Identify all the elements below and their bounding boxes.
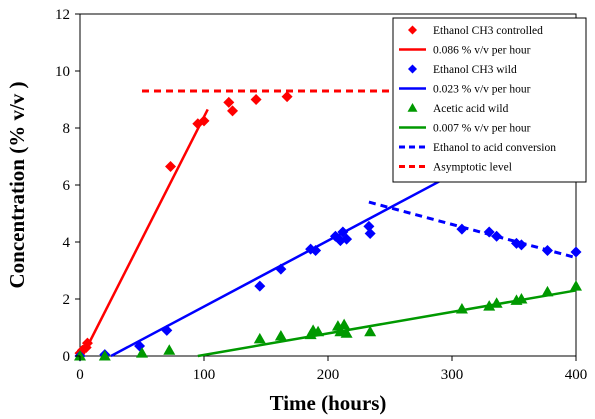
legend-label: 0.086 % v/v per hour (433, 45, 531, 57)
legend-label: 0.023 % v/v per hour (433, 84, 531, 96)
y-tick-label: 4 (63, 235, 71, 251)
legend-label: Ethanol CH3 controlled (433, 25, 543, 37)
x-tick-label: 200 (317, 367, 340, 383)
data-point (570, 280, 582, 291)
data-layer (74, 89, 582, 362)
x-tick-label: 400 (565, 367, 588, 383)
legend-symbol (408, 64, 417, 74)
data-point (491, 230, 503, 242)
data-point (338, 318, 351, 330)
legend-label: Ethanol CH3 wild (433, 64, 517, 76)
data-point (483, 226, 495, 238)
data-point (312, 325, 325, 337)
data-point (198, 115, 210, 127)
x-tick-label: 300 (441, 367, 464, 383)
data-point (98, 350, 111, 361)
legend-label: Ethanol to acid conversion (433, 142, 556, 154)
data-point (483, 300, 496, 311)
legend: Ethanol CH3 controlled 0.086 % v/v per ho… (392, 17, 587, 183)
x-tick-label: 0 (76, 367, 84, 383)
data-point (274, 330, 287, 341)
y-tick-label: 6 (63, 178, 71, 194)
data-point (223, 96, 235, 108)
data-point (250, 94, 262, 105)
y-axis-label: Concentration (% v/v ) (5, 81, 29, 288)
legend-box (392, 17, 587, 183)
data-point (310, 245, 322, 257)
legend-label: 0.007 % v/v per hour (433, 123, 531, 135)
y-tick-label: 2 (63, 292, 71, 308)
legend-symbol (407, 103, 418, 112)
data-point (165, 160, 177, 172)
data-point (364, 325, 377, 337)
data-point (254, 280, 266, 292)
data-point (275, 263, 287, 275)
data-point (74, 350, 86, 361)
y-tick-label: 0 (63, 349, 71, 365)
legend-symbol (408, 25, 417, 35)
data-point (136, 347, 148, 358)
data-point (281, 91, 293, 103)
data-point (161, 324, 173, 336)
legend-label: Acetic acid wild (433, 103, 509, 115)
y-tick-label: 8 (63, 121, 71, 137)
data-point (163, 344, 176, 355)
legend-label: Asymptotic level (433, 162, 512, 174)
data-point (341, 233, 353, 245)
data-point (455, 302, 468, 314)
data-point (364, 227, 376, 239)
y-tick-label: 12 (55, 7, 70, 23)
data-point (541, 285, 554, 297)
data-point (340, 327, 353, 338)
data-point (490, 297, 503, 308)
data-point (515, 293, 528, 304)
y-tick-label: 10 (55, 64, 70, 80)
x-axis-label: Time (hours) (270, 391, 387, 415)
data-point (570, 246, 582, 258)
axes: 0 2 4 6 8 10 12 0 100 200 300 400 (55, 7, 587, 383)
data-point (253, 332, 266, 344)
data-point (456, 223, 468, 235)
data-point (515, 239, 527, 251)
data-point (363, 220, 375, 232)
data-point (541, 245, 553, 257)
data-point (227, 105, 239, 117)
fit-line (81, 108, 209, 357)
data-point (81, 337, 93, 349)
x-tick-label: 100 (193, 367, 216, 383)
